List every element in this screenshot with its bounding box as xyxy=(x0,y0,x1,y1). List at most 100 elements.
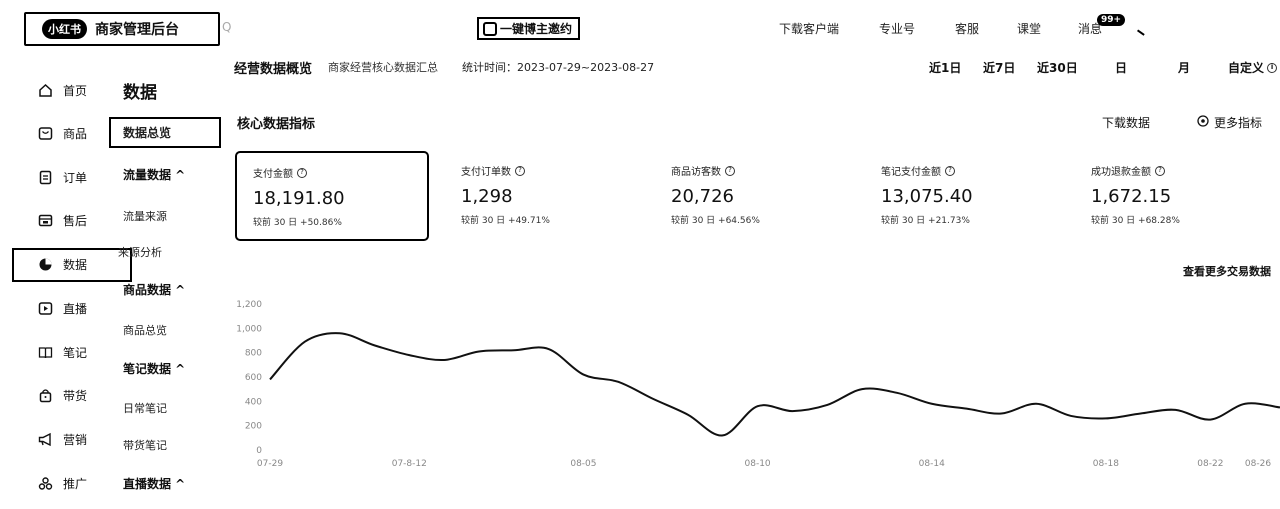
data-point[interactable] xyxy=(998,411,1004,417)
subnav-item-source-analysis[interactable]: 来源分析 xyxy=(118,246,162,259)
metric-card-product-visitors[interactable]: 商品访客数? 20,726 较前 30 日 +64.56% xyxy=(655,151,849,241)
sidebar-item-orders[interactable]: 订单 xyxy=(38,167,87,187)
help-icon[interactable]: ? xyxy=(1155,165,1165,176)
subnav-item-overview[interactable]: 数据总览 xyxy=(123,126,172,140)
more-metrics-button[interactable]: 更多指标 xyxy=(1197,114,1262,131)
data-point[interactable] xyxy=(824,402,830,408)
metric-card-note-payment[interactable]: 笔记支付金额? 13,075.40 较前 30 日 +21.73% xyxy=(865,151,1059,241)
top-nav-messages[interactable]: 消息 xyxy=(1078,22,1103,36)
more-trade-link[interactable]: 查看更多交易数据 xyxy=(1183,265,1271,278)
help-icon[interactable]: ? xyxy=(515,165,525,176)
data-point[interactable] xyxy=(371,342,377,348)
subnav-group-notes[interactable]: 笔记数据 ^ xyxy=(123,362,186,376)
metric-card-payment-orders[interactable]: 支付订单数? 1,298 较前 30 日 +49.71% xyxy=(445,151,639,241)
data-point[interactable] xyxy=(1103,415,1109,421)
help-icon[interactable]: ? xyxy=(945,165,955,176)
message-badge: 99+ xyxy=(1097,14,1126,26)
sidebar-item-marketing[interactable]: 营销 xyxy=(38,429,87,449)
range-tab-1d[interactable]: 近1日 xyxy=(929,61,962,75)
data-point[interactable] xyxy=(441,357,447,363)
data-point[interactable] xyxy=(406,352,412,358)
section-title: 核心数据指标 xyxy=(237,117,316,132)
search-icon[interactable]: Q xyxy=(222,20,233,34)
sidebar-item-label: 订单 xyxy=(63,170,88,185)
data-point[interactable] xyxy=(1173,407,1179,413)
megaphone-icon xyxy=(38,432,53,447)
top-nav-download-client[interactable]: 下载客户端 xyxy=(779,22,840,36)
promo-banner[interactable]: 一键博主邀约 xyxy=(477,17,581,40)
top-nav-pro-account[interactable]: 专业号 xyxy=(879,22,916,36)
x-tick-label: 08-26 xyxy=(1245,459,1271,469)
sidebar-item-notes[interactable]: 笔记 xyxy=(38,342,87,362)
data-point[interactable] xyxy=(859,386,865,392)
subnav-title: 数据 xyxy=(123,83,157,103)
data-point[interactable] xyxy=(1068,413,1074,419)
sidebar-item-after-sale[interactable]: 售后 xyxy=(38,210,87,230)
data-point[interactable] xyxy=(1207,417,1213,423)
brand-name: 商家管理后台 xyxy=(95,22,179,38)
subnav-item-product-overview[interactable]: 商品总览 xyxy=(123,324,167,337)
data-point[interactable] xyxy=(302,339,308,345)
subnav-group-traffic[interactable]: 流量数据 ^ xyxy=(123,168,186,182)
info-icon: i xyxy=(1267,62,1278,73)
subnav-group-product[interactable]: 商品数据 ^ xyxy=(123,283,186,297)
help-icon[interactable]: ? xyxy=(297,167,307,178)
sidebar-item-live[interactable]: 直播 xyxy=(38,298,87,318)
subnav-group-live[interactable]: 直播数据 ^ xyxy=(123,477,186,491)
qr-icon xyxy=(483,21,497,36)
metric-card-refund-amount[interactable]: 成功退款金额? 1,672.15 较前 30 日 +68.28% xyxy=(1075,151,1269,241)
top-nav-service[interactable]: 客服 xyxy=(955,22,980,36)
data-point[interactable] xyxy=(789,408,795,414)
range-tab-month[interactable]: 月 xyxy=(1178,61,1191,75)
data-point[interactable] xyxy=(894,390,900,396)
subnav-item-daily-notes[interactable]: 日常笔记 xyxy=(123,402,167,415)
range-tab-day[interactable]: 日 xyxy=(1115,61,1128,75)
sidebar-item-data[interactable]: 数据 xyxy=(38,254,87,274)
y-tick-label: 0 xyxy=(256,446,262,456)
y-tick-label: 800 xyxy=(245,349,262,359)
data-point[interactable] xyxy=(964,406,970,412)
range-tab-30d[interactable]: 近30日 xyxy=(1037,61,1078,75)
data-point[interactable] xyxy=(650,396,656,402)
top-nav-classroom[interactable]: 课堂 xyxy=(1017,22,1042,36)
data-point[interactable] xyxy=(1033,401,1039,407)
subnav-item-sales-notes[interactable]: 带货笔记 xyxy=(123,439,167,452)
sidebar-item-label: 数据 xyxy=(63,257,88,272)
data-point[interactable] xyxy=(267,376,273,382)
range-tab-7d[interactable]: 近7日 xyxy=(983,61,1016,75)
data-point[interactable] xyxy=(546,346,552,352)
data-point[interactable] xyxy=(1138,411,1144,417)
sidebar-item-products[interactable]: 商品 xyxy=(38,123,87,143)
sidebar-item-label: 营销 xyxy=(63,432,88,447)
data-point[interactable] xyxy=(685,412,691,418)
data-point[interactable] xyxy=(755,403,761,409)
metric-card-payment-amount[interactable]: 支付金额? 18,191.80 较前 30 日 +50.86% xyxy=(235,151,429,241)
range-custom[interactable]: 自定义 i xyxy=(1228,59,1278,76)
data-point[interactable] xyxy=(511,347,517,353)
sidebar-item-promote[interactable]: 推广 xyxy=(38,473,87,493)
brand-box[interactable]: 小红书 商家管理后台 xyxy=(24,12,220,46)
data-point[interactable] xyxy=(476,348,482,354)
series-line xyxy=(269,332,1280,437)
metric-value: 20,726 xyxy=(671,186,734,207)
data-point[interactable] xyxy=(337,330,343,336)
data-point[interactable] xyxy=(929,401,935,407)
sidebar-item-label: 笔记 xyxy=(63,345,88,360)
notes-icon xyxy=(38,345,53,360)
sidebar-item-label: 带货 xyxy=(63,388,88,403)
y-tick-label: 600 xyxy=(245,373,262,383)
sidebar-item-sales[interactable]: 带货 xyxy=(38,385,87,405)
trend-chart[interactable]: 1,200 1,000 800 600 400 200 0 07-29 07-8-12 08-05… xyxy=(228,292,1280,472)
range-custom-label: 自定义 xyxy=(1228,61,1265,75)
brand-logo: 小红书 xyxy=(42,19,87,39)
data-point[interactable] xyxy=(1242,401,1248,407)
data-point[interactable] xyxy=(580,372,586,378)
x-tick-label: 07-29 xyxy=(257,459,283,469)
metric-value: 13,075.40 xyxy=(881,186,973,207)
help-icon[interactable]: ? xyxy=(725,165,735,176)
download-data-button[interactable]: 下载数据 xyxy=(1102,116,1151,130)
subnav-item-traffic-source[interactable]: 流量来源 xyxy=(123,210,167,223)
data-point[interactable] xyxy=(615,379,621,385)
data-point[interactable] xyxy=(720,432,726,438)
sidebar-item-home[interactable]: 首页 xyxy=(38,80,87,100)
